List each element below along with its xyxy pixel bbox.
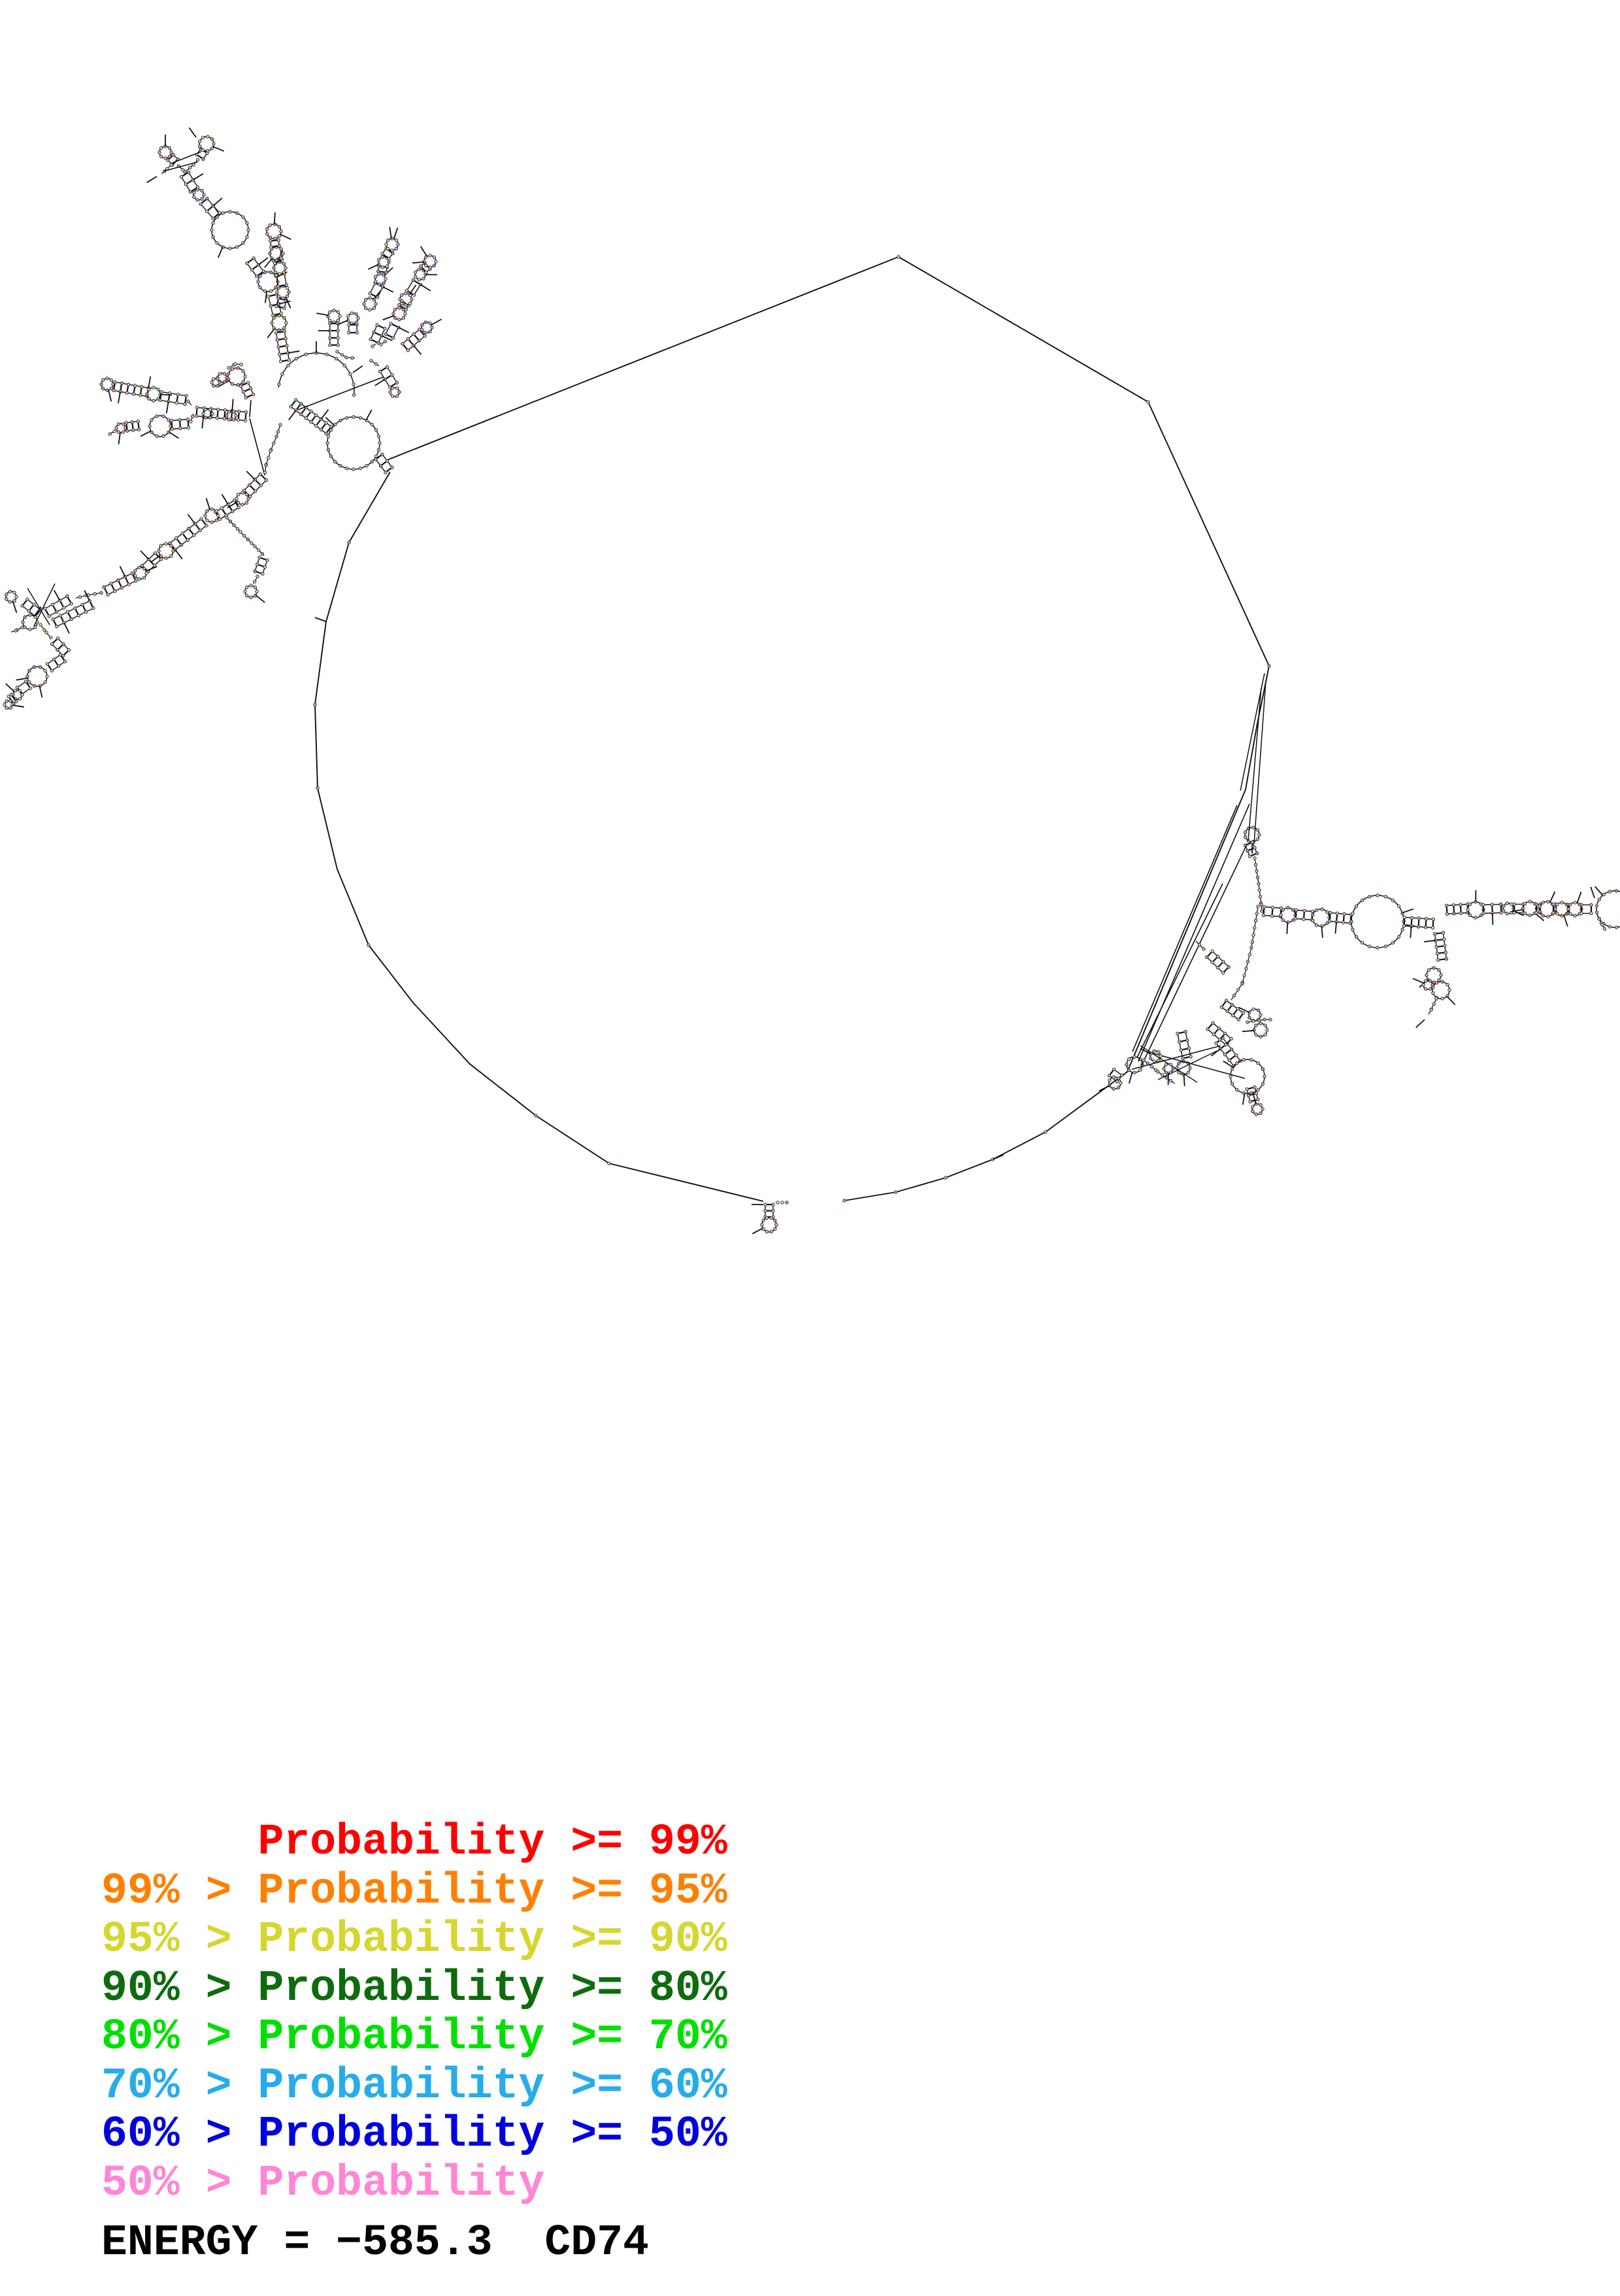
svg-text:99% > Probability >= 95%: 99% > Probability >= 95% [101, 1867, 727, 1916]
svg-text:50% > Probability: 50% > Probability [101, 2159, 544, 2208]
svg-text:80% > Probability >= 70%: 80% > Probability >= 70% [101, 2012, 727, 2061]
svg-text:95% > Probability >= 90%: 95% > Probability >= 90% [101, 1915, 727, 1964]
svg-text:Probability >= 99%: Probability >= 99% [101, 1818, 727, 1867]
svg-text:60% > Probability >= 50%: 60% > Probability >= 50% [101, 2110, 727, 2159]
svg-text:70% > Probability >= 60%: 70% > Probability >= 60% [101, 2061, 727, 2110]
svg-text:90% > Probability >= 80%: 90% > Probability >= 80% [101, 1964, 727, 2013]
svg-text:ENERGY = −585.3 CD74: ENERGY = −585.3 CD74 [101, 2218, 649, 2267]
